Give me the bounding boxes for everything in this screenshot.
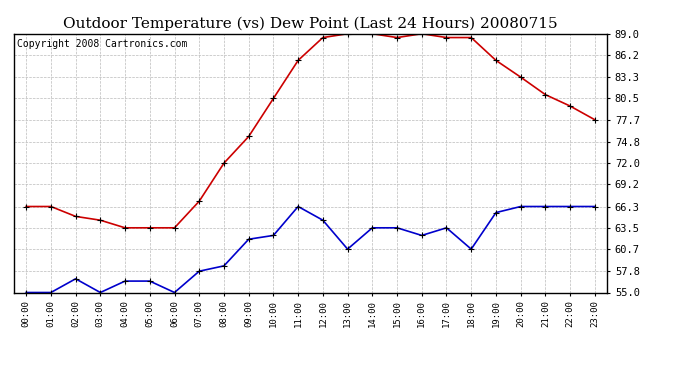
Text: Copyright 2008 Cartronics.com: Copyright 2008 Cartronics.com	[17, 39, 187, 49]
Title: Outdoor Temperature (vs) Dew Point (Last 24 Hours) 20080715: Outdoor Temperature (vs) Dew Point (Last…	[63, 17, 558, 31]
